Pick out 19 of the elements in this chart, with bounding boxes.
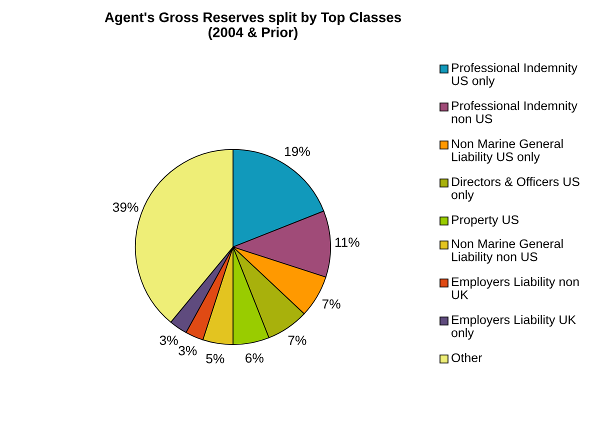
- data-label: 7%: [288, 336, 306, 345]
- legend-label: Directors & Officers US only: [452, 177, 580, 202]
- legend-label: Professional Indemnity US only: [452, 63, 578, 88]
- data-label: 11%: [335, 238, 360, 247]
- legend-label: Professional Indemnity non US: [452, 101, 578, 124]
- data-label: 19%: [284, 146, 310, 156]
- legend-label: Property US: [452, 215, 519, 227]
- legend-label: Employers Liability non UK: [452, 277, 579, 300]
- legend-label: Employers Liability UK only: [452, 315, 576, 340]
- data-label: 3%: [178, 346, 197, 356]
- data-label: 39%: [112, 202, 138, 212]
- data-label: 3%: [160, 336, 178, 345]
- legend-label: Non Marine General Liability US only: [452, 139, 563, 164]
- data-label: 6%: [246, 353, 264, 363]
- data-label: 7%: [322, 299, 340, 309]
- data-label: 5%: [206, 354, 224, 364]
- legend-label: Non Marine General Liability non US: [452, 239, 563, 264]
- legend-label: Other: [452, 353, 482, 362]
- chart-title: Agent's Gross Reserves split by Top Classes (2004 & Prior): [104, 12, 402, 40]
